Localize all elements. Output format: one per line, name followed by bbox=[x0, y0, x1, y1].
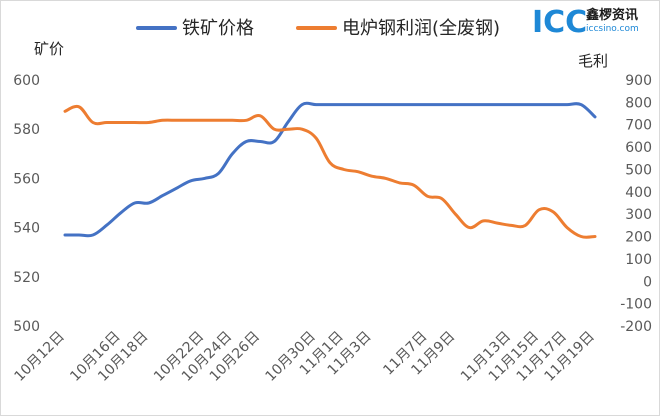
y-right-tick-label: 0 bbox=[643, 274, 652, 290]
series-lines bbox=[63, 101, 597, 239]
watermark-name: 鑫椤资讯 bbox=[585, 7, 638, 23]
y-left-tick-label: 600 bbox=[13, 73, 40, 89]
series-line-eaf-profit bbox=[63, 104, 597, 239]
y-right-tick-label: 300 bbox=[625, 207, 652, 223]
y-right-title: 毛利 bbox=[578, 52, 608, 70]
y-right-tick-label: 700 bbox=[625, 118, 652, 134]
y-right-tick-label: -200 bbox=[620, 319, 652, 335]
y-right-tick-label: 800 bbox=[625, 95, 652, 111]
y-right-tick-label: 400 bbox=[625, 185, 652, 201]
y-left-tick-label: 500 bbox=[13, 319, 40, 335]
y-right-tick-label: 200 bbox=[625, 230, 652, 246]
y-right-tick-label: 100 bbox=[625, 252, 652, 268]
y-right-tick-labels: -200 -100 0 100 200 300 400 500 600 700 800 900 bbox=[620, 73, 652, 335]
y-right-tick-label: -100 bbox=[620, 297, 652, 313]
watermark-logo: ICC 鑫椤资讯 iccsino.com bbox=[532, 5, 639, 40]
watermark-brand: ICC bbox=[532, 5, 587, 40]
legend-label-eaf-profit: 电炉钢利润(全废钢) bbox=[342, 18, 500, 39]
y-left-tick-label: 540 bbox=[13, 221, 40, 237]
y-left-tick-label: 520 bbox=[13, 270, 40, 286]
legend: 铁矿价格 电炉钢利润(全废钢) bbox=[136, 18, 500, 39]
y-right-tick-label: 600 bbox=[625, 140, 652, 156]
y-right-tick-label: 500 bbox=[625, 162, 652, 178]
y-left-tick-label: 580 bbox=[13, 122, 40, 138]
y-left-tick-label: 560 bbox=[13, 171, 40, 187]
series-line-iron-ore bbox=[63, 101, 597, 238]
y-left-title: 矿价 bbox=[34, 40, 64, 58]
watermark-url: iccsino.com bbox=[586, 24, 639, 34]
y-right-tick-label: 900 bbox=[625, 73, 652, 89]
y-left-tick-labels: 500 520 540 560 580 600 bbox=[13, 73, 40, 335]
legend-label-iron-ore: 铁矿价格 bbox=[182, 18, 254, 39]
